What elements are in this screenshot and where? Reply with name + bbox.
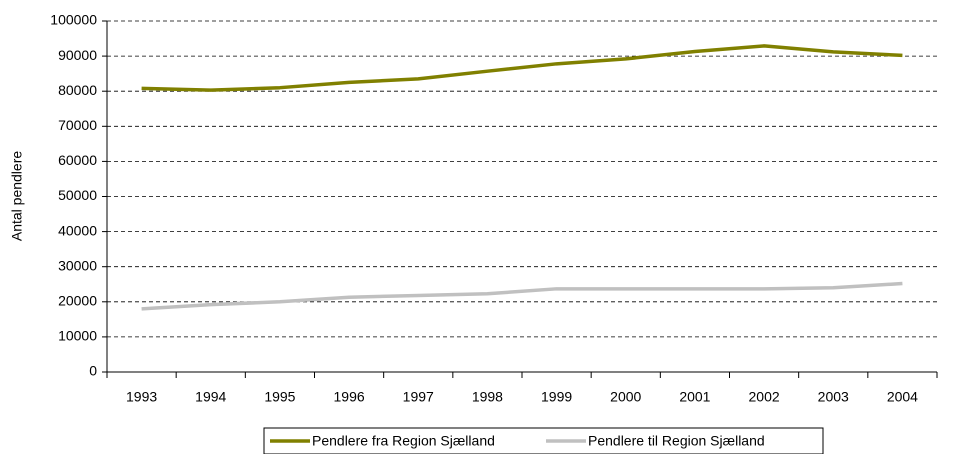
x-tick-label: 1999 xyxy=(541,389,572,405)
y-tick-label: 30000 xyxy=(58,257,97,273)
legend-box xyxy=(263,427,824,454)
y-axis-label: Antal pendlere xyxy=(9,151,25,242)
y-tick-label: 0 xyxy=(89,363,97,379)
y-tick-label: 100000 xyxy=(50,12,97,28)
x-tick-label: 2004 xyxy=(887,389,918,405)
series-line xyxy=(141,281,903,311)
x-tick-label: 1993 xyxy=(126,389,157,405)
x-tick-label: 1995 xyxy=(264,389,295,405)
x-tick-label: 1996 xyxy=(334,389,365,405)
x-tick-label: 2002 xyxy=(749,389,780,405)
y-tick-label: 70000 xyxy=(58,117,97,133)
series-line xyxy=(141,44,903,92)
y-tick-label: 50000 xyxy=(58,187,97,203)
x-tick-label: 1994 xyxy=(195,389,226,405)
legend-label: Pendlere til Region Sjælland xyxy=(588,433,765,449)
x-tick-label: 2000 xyxy=(610,389,641,405)
y-tick-label: 90000 xyxy=(58,47,97,63)
y-tick-label: 40000 xyxy=(58,222,97,238)
y-tick-label: 20000 xyxy=(58,293,97,309)
legend-label: Pendlere fra Region Sjælland xyxy=(312,433,495,449)
x-tick-label: 2001 xyxy=(679,389,710,405)
y-tick-label: 60000 xyxy=(58,152,97,168)
y-tick-label: 10000 xyxy=(58,328,97,344)
x-tick-label: 1998 xyxy=(472,389,503,405)
x-tick-label: 2003 xyxy=(818,389,849,405)
y-tick-label: 80000 xyxy=(58,82,97,98)
x-tick-label: 1997 xyxy=(403,389,434,405)
